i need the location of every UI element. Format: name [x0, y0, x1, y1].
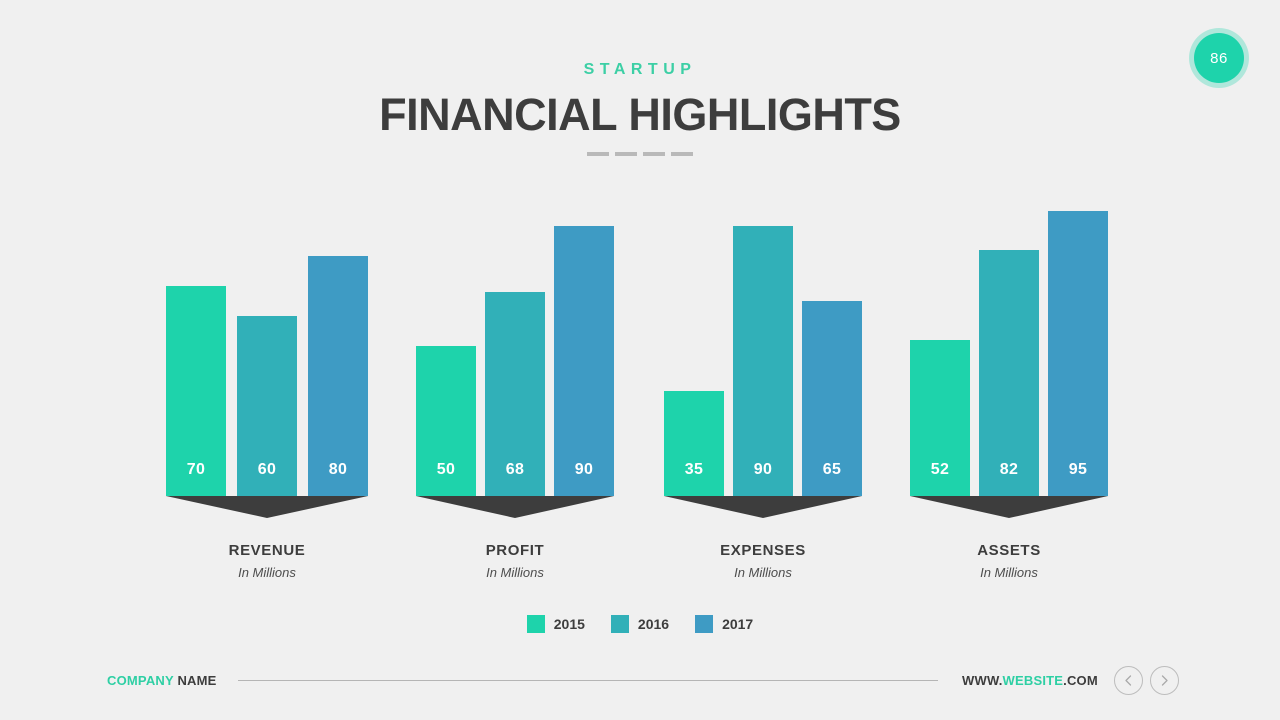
chart-legend: 2015 2016 2017: [0, 615, 1280, 633]
bar-group: 70 60 80 REVENUE In Millions: [166, 196, 368, 580]
group-sublabel: In Millions: [486, 565, 544, 580]
group-label: REVENUE In Millions: [166, 542, 368, 580]
slide-number-badge: 86: [1194, 33, 1244, 83]
group-label: EXPENSES In Millions: [664, 542, 862, 580]
eyebrow-label: STARTUP: [583, 61, 697, 78]
group-name-label: ASSETS: [977, 542, 1041, 559]
group-sublabel: In Millions: [238, 565, 296, 580]
bar[interactable]: 35: [664, 391, 724, 496]
slide-navigation: [1114, 665, 1179, 695]
bar[interactable]: 82: [979, 250, 1039, 496]
company-name-rest: NAME: [173, 672, 217, 688]
website-suffix: .COM: [1063, 672, 1098, 688]
bar[interactable]: 90: [554, 226, 614, 496]
bar-value-label: 35: [684, 461, 704, 478]
bar-value-label: 95: [1068, 461, 1088, 478]
bar-value-label: 80: [328, 461, 348, 478]
bar-group: 35 90 65 EXPENSES In Millions: [664, 196, 862, 580]
bar-group: 50 68 90 PROFIT In Millions: [416, 196, 614, 580]
page-title: FINANCIAL HIGHLIGHTS: [379, 89, 901, 140]
bar-value-label: 60: [257, 461, 277, 478]
group-name-label: PROFIT: [485, 542, 545, 559]
bar-value-label: 50: [436, 461, 456, 478]
footer-divider: [238, 679, 938, 681]
slide-header: STARTUP FINANCIAL HIGHLIGHTS: [0, 60, 1280, 156]
legend-label: 2016: [637, 616, 670, 632]
legend-label: 2017: [722, 616, 754, 632]
bar-value-label: 68: [505, 461, 525, 478]
legend-item[interactable]: 2017: [695, 615, 753, 633]
divider-dash: [615, 152, 637, 156]
bar[interactable]: 60: [237, 316, 297, 496]
bar-value-label: 65: [822, 461, 842, 478]
group-arrow-marker: [416, 496, 614, 518]
divider-dash: [671, 152, 693, 156]
slide-number-label: 86: [1210, 49, 1228, 67]
bar[interactable]: 90: [733, 226, 793, 496]
bar-group: 52 82 95 ASSETS In Millions: [910, 196, 1108, 580]
group-sublabel: In Millions: [734, 565, 792, 580]
group-arrow-marker: [910, 496, 1108, 518]
bar[interactable]: 70: [166, 286, 226, 496]
bar[interactable]: 50: [416, 346, 476, 496]
bar-group-bars: 50 68 90: [416, 196, 614, 496]
title-divider: [0, 152, 1280, 156]
legend-swatch: [695, 615, 714, 633]
legend-swatch: [610, 615, 629, 633]
legend-item[interactable]: 2016: [610, 615, 670, 633]
chevron-left-icon: [1123, 674, 1134, 687]
bar-group-bars: 52 82 95: [910, 196, 1108, 496]
website-accent: WEBSITE: [1002, 672, 1064, 688]
bar-value-label: 70: [186, 461, 206, 478]
website-prefix: WWW.: [962, 672, 1003, 688]
company-name: COMPANY NAME: [107, 673, 217, 688]
prev-slide-button[interactable]: [1114, 665, 1143, 695]
bar-value-label: 52: [930, 461, 950, 478]
legend-swatch: [526, 615, 545, 633]
bar-group-bars: 35 90 65: [664, 196, 862, 496]
divider-dash: [643, 152, 665, 156]
bar[interactable]: 65: [802, 301, 862, 496]
group-label: ASSETS In Millions: [910, 542, 1108, 580]
legend-item[interactable]: 2015: [526, 615, 585, 633]
group-name-label: REVENUE: [228, 542, 306, 559]
divider-dash: [587, 152, 609, 156]
bar-value-label: 90: [574, 461, 594, 478]
bar-value-label: 90: [753, 461, 773, 478]
group-arrow-marker: [664, 496, 862, 518]
bar-chart: 70 60 80 REVENUE In Millions 50 68 90 PROFIT In M…: [0, 196, 1280, 580]
group-sublabel: In Millions: [980, 565, 1038, 580]
group-name-label: EXPENSES: [720, 542, 806, 559]
bar-group-bars: 70 60 80: [166, 196, 368, 496]
website-url: WWW.WEBSITE.COM: [962, 673, 1098, 688]
company-name-accent: COMPANY: [107, 672, 174, 688]
bar[interactable]: 80: [308, 256, 368, 496]
group-arrow-marker: [166, 496, 368, 518]
chevron-right-icon: [1159, 674, 1170, 687]
bar[interactable]: 52: [910, 340, 970, 496]
next-slide-button[interactable]: [1150, 665, 1179, 695]
group-label: PROFIT In Millions: [416, 542, 614, 580]
bar[interactable]: 68: [485, 292, 545, 496]
legend-label: 2015: [553, 616, 585, 632]
bar[interactable]: 95: [1048, 211, 1108, 496]
slide-footer: COMPANY NAME WWW.WEBSITE.COM: [0, 660, 1280, 700]
bar-value-label: 82: [999, 461, 1019, 478]
